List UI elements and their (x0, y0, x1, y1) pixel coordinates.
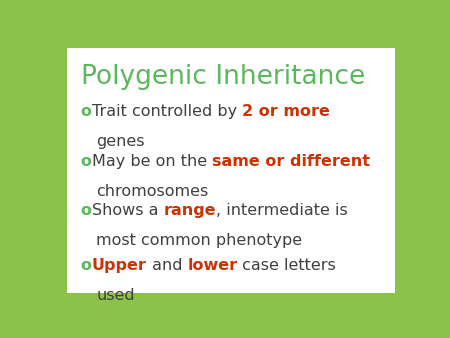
Text: chromosomes: chromosomes (96, 184, 209, 199)
Text: most common phenotype: most common phenotype (96, 233, 302, 248)
Text: o: o (81, 203, 92, 218)
Text: , intermediate is: , intermediate is (216, 203, 348, 218)
Text: Trait controlled by: Trait controlled by (92, 104, 242, 119)
Text: o: o (81, 104, 92, 119)
FancyBboxPatch shape (67, 48, 395, 293)
Text: case letters: case letters (237, 258, 336, 273)
Text: and: and (147, 258, 187, 273)
Text: Upper: Upper (92, 258, 147, 273)
Text: lower: lower (187, 258, 237, 273)
Text: o: o (81, 258, 92, 273)
Text: Shows a: Shows a (92, 203, 163, 218)
Text: 2 or more: 2 or more (242, 104, 330, 119)
Text: range: range (163, 203, 216, 218)
Text: o: o (81, 154, 92, 169)
Text: genes: genes (96, 134, 145, 149)
Text: May be on the: May be on the (92, 154, 212, 169)
Text: used: used (96, 288, 135, 303)
Text: Polygenic Inheritance: Polygenic Inheritance (81, 64, 365, 90)
Text: same or different: same or different (212, 154, 370, 169)
